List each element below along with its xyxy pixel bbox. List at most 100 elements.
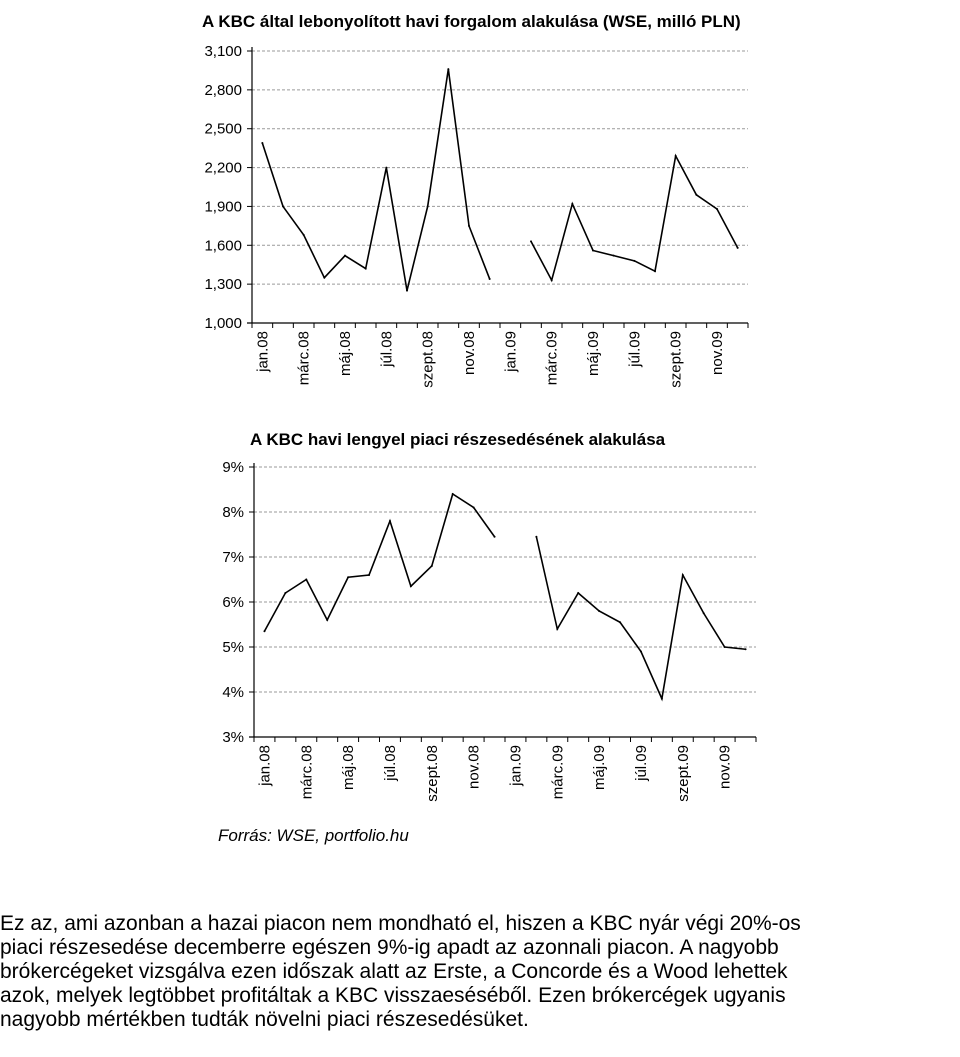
data-point [326, 619, 329, 621]
paragraph-line: brókercégeket vizsgálva ezen időszak ala… [0, 960, 788, 983]
y-tick-label: 9% [222, 459, 244, 476]
x-tick-label: júl.08 [378, 331, 395, 368]
market-share-chart-title: A KBC havi lengyel piaci részesedésének … [250, 430, 666, 449]
data-point [577, 592, 580, 594]
data-point [488, 277, 491, 280]
x-tick-label: júl.08 [382, 745, 399, 782]
y-tick-label: 7% [222, 549, 244, 566]
x-tick-label: nov.08 [461, 331, 478, 375]
y-tick-label: 1,900 [204, 198, 242, 215]
x-tick-label: szept.08 [420, 331, 437, 388]
data-point [654, 270, 656, 273]
data-point [426, 205, 429, 208]
x-tick-label: jan.09 [502, 331, 519, 373]
data-point [660, 697, 663, 700]
data-point [736, 246, 739, 249]
data-point [344, 254, 346, 257]
data-point [447, 68, 450, 71]
y-tick-label: 8% [222, 504, 244, 521]
y-tick-label: 4% [222, 684, 244, 701]
x-tick-label: márc.09 [549, 745, 566, 799]
data-point [695, 193, 698, 196]
data-point [385, 166, 388, 169]
x-tick-label: szept.09 [668, 331, 685, 388]
y-tick-label: 3,100 [204, 43, 242, 60]
data-point [406, 289, 408, 292]
data-point [598, 610, 601, 612]
data-point [550, 279, 553, 282]
data-point [305, 578, 308, 581]
data-point [347, 576, 350, 579]
x-tick-label: máj.09 [585, 331, 602, 376]
data-point [368, 574, 371, 576]
paragraph-line: azok, melyek legtöbbet profitáltak a KBC… [0, 984, 786, 1007]
data-point [530, 240, 532, 243]
data-point [639, 650, 642, 653]
x-tick-label: nov.08 [466, 745, 483, 789]
data-point [571, 202, 574, 205]
data-point [556, 628, 559, 630]
series-line [263, 492, 496, 632]
data-point [282, 205, 284, 208]
data-point [535, 535, 538, 538]
data-point [284, 592, 287, 594]
paragraph-line: nagyobb mértékben tudták növelni piaci r… [0, 1008, 529, 1031]
data-point [409, 585, 412, 588]
y-tick-label: 6% [222, 594, 244, 611]
x-tick-label: jan.08 [256, 745, 273, 787]
y-tick-label: 2,800 [204, 82, 242, 99]
source-note: Forrás: WSE, portfolio.hu [218, 826, 409, 845]
data-point [388, 520, 391, 522]
y-tick-label: 1,600 [204, 237, 242, 254]
series-line [261, 69, 491, 291]
data-point [723, 646, 726, 648]
data-point [612, 254, 615, 257]
turnover-chart: A KBC által lebonyolított havi forgalom … [0, 0, 960, 410]
market-share-chart-plot: 3% 4% 5% 6% 7% 8% 9% jan.08 márc.08 máj.08 júl.08 s… [222, 459, 757, 802]
paragraph-line: Ez az, ami azonban a hazai piacon nem mo… [0, 912, 801, 935]
paragraph-line: piaci részesedése decemberre egészen 9%-… [0, 936, 779, 959]
x-tick-label: szept.09 [675, 745, 692, 802]
data-point [681, 574, 684, 576]
data-point [430, 565, 433, 567]
data-point [744, 648, 747, 651]
x-tick-label: márc.08 [296, 331, 313, 385]
x-tick-label: júl.09 [626, 331, 643, 368]
x-tick-label: nov.09 [709, 331, 726, 375]
x-tick-label: júl.09 [633, 745, 650, 782]
x-tick-label: máj.08 [340, 745, 357, 790]
market-share-chart: 3% 4% 5% 6% 7% 8% 9% jan.08 márc.08 máj.08 júl.08 s… [0, 420, 960, 860]
x-tick-label: máj.09 [591, 745, 608, 790]
y-tick-label: 3% [222, 729, 244, 746]
data-point [674, 154, 677, 157]
x-tick-label: jan.08 [254, 331, 271, 373]
data-point [263, 630, 266, 633]
x-tick-label: nov.09 [717, 745, 734, 789]
data-point [364, 267, 367, 270]
x-tick-label: márc.09 [544, 331, 561, 385]
turnover-chart-plot: 1,000 1,300 1,600 1,900 2,200 2,500 2,800 3,100… [204, 43, 749, 388]
data-point [472, 506, 475, 509]
body-paragraph: Ez az, ami azonban a hazai piacon nem mo… [0, 912, 960, 1032]
data-point [716, 208, 718, 211]
data-point [633, 259, 636, 262]
y-tick-label: 1,000 [204, 315, 242, 332]
data-point [302, 233, 305, 236]
data-point [261, 141, 264, 144]
y-tick-label: 2,200 [204, 160, 242, 177]
data-point [468, 224, 470, 227]
y-tick-label: 1,300 [204, 276, 242, 293]
x-tick-label: márc.08 [298, 745, 315, 799]
data-point [702, 612, 705, 615]
x-tick-label: máj.08 [337, 331, 354, 376]
x-tick-label: jan.09 [507, 745, 524, 787]
series-line [535, 536, 746, 702]
data-point [592, 249, 594, 252]
turnover-chart-title: A KBC által lebonyolított havi forgalom … [202, 12, 741, 31]
data-point [451, 493, 454, 495]
y-tick-label: 5% [222, 639, 244, 656]
x-tick-label: szept.08 [424, 745, 441, 802]
y-tick-label: 2,500 [204, 121, 242, 138]
data-point [323, 276, 326, 279]
data-point [619, 621, 622, 624]
